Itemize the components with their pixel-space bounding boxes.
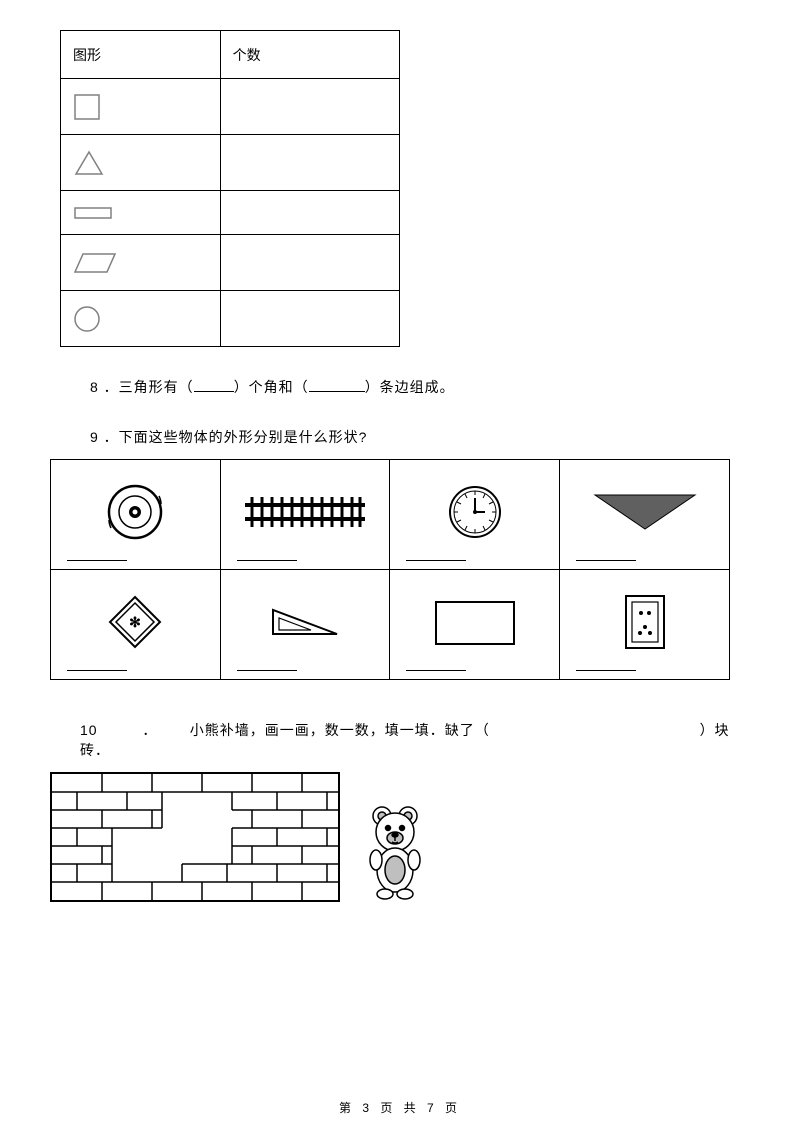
- answer-blank[interactable]: [406, 670, 466, 671]
- power-outlet-icon: [623, 593, 667, 651]
- count-cell[interactable]: [220, 79, 399, 135]
- answer-blank[interactable]: [237, 670, 297, 671]
- answer-blank[interactable]: [67, 670, 127, 671]
- count-cell[interactable]: [220, 291, 399, 347]
- svg-text:✻: ✻: [129, 614, 141, 630]
- q10-text: 小熊补墙，画一画，数一数，填一填．缺了（: [190, 722, 490, 738]
- rectangle-icon: [73, 206, 113, 220]
- answer-blank[interactable]: [576, 670, 636, 671]
- answer-blank[interactable]: [237, 560, 297, 561]
- count-cell[interactable]: [220, 135, 399, 191]
- set-square-icon: [265, 602, 345, 642]
- objects-shape-table: ✻: [50, 459, 730, 680]
- question-8: 8 ．三角形有（ ）个角和（ ）条边组成。: [90, 377, 750, 397]
- count-cell[interactable]: [220, 191, 399, 235]
- q10-num: 10: [80, 722, 110, 738]
- clock-icon: [447, 484, 503, 540]
- answer-blank[interactable]: [576, 560, 636, 561]
- table-header-shape: 图形: [61, 31, 221, 79]
- page-footer: 第 3 页 共 7 页: [0, 1099, 800, 1116]
- blank-input[interactable]: [309, 378, 365, 392]
- q8-prefix: 8 ．三角形有（: [90, 379, 194, 395]
- cd-disc-icon: [105, 482, 165, 542]
- q8-mid: ）个角和（: [234, 379, 309, 395]
- circle-icon: [73, 305, 101, 333]
- pennant-triangle-icon: [585, 487, 705, 537]
- square-icon: [73, 93, 101, 121]
- diamond-sign-icon: ✻: [107, 594, 163, 650]
- table-header-count: 个数: [220, 31, 399, 79]
- triangle-icon: [73, 149, 105, 177]
- bear-icon: [360, 802, 430, 902]
- rectangle-frame-icon: [430, 594, 520, 650]
- answer-blank[interactable]: [67, 560, 127, 561]
- parallelogram-icon: [73, 251, 117, 275]
- railroad-track-icon: [240, 487, 370, 537]
- count-cell[interactable]: [220, 235, 399, 291]
- blank-input[interactable]: [194, 378, 234, 392]
- question-9: 9 ．下面这些物体的外形分别是什么形状?: [90, 427, 750, 447]
- shapes-count-table: 图形 个数: [60, 30, 400, 347]
- brick-wall-diagram: [50, 772, 340, 902]
- q8-suffix: ）条边组成。: [365, 379, 455, 395]
- q10-dot: ．: [115, 720, 185, 740]
- answer-blank[interactable]: [406, 560, 466, 561]
- question-10: 10 ． 小熊补墙，画一画，数一数，填一填．缺了（ ）块砖．: [80, 720, 750, 760]
